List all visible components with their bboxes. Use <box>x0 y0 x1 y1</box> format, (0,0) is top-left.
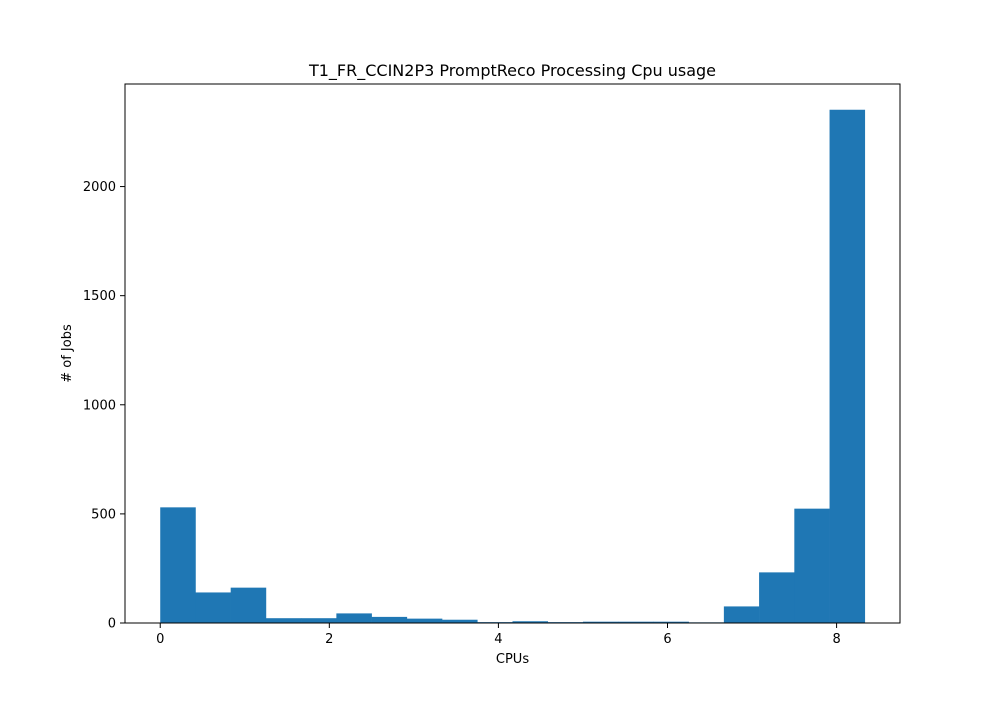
histogram-bar <box>336 613 372 623</box>
histogram-bar <box>723 606 760 623</box>
histogram-bar <box>230 587 267 623</box>
histogram-bar <box>195 592 231 623</box>
histogram-bar <box>406 618 443 623</box>
x-tick-label: 4 <box>494 632 502 647</box>
x-axis-label: CPUs <box>496 652 529 667</box>
histogram-bar <box>618 621 654 623</box>
histogram-bar <box>301 618 337 623</box>
chart-title: T1_FR_CCIN2P3 PromptReco Processing Cpu … <box>308 61 716 81</box>
x-tick-label: 2 <box>325 632 333 647</box>
histogram-bar <box>582 621 619 623</box>
histogram-bar <box>442 619 478 623</box>
histogram-bar <box>371 616 408 623</box>
y-tick-label: 2000 <box>83 180 116 195</box>
plot-frame <box>124 83 901 624</box>
x-tick-label: 0 <box>156 632 164 647</box>
x-axis-ticks: 0 2 4 6 8 <box>156 623 841 647</box>
y-tick-label: 1000 <box>83 398 116 413</box>
histogram-bar <box>829 109 866 623</box>
y-axis-label: # of Jobs <box>60 324 75 383</box>
histogram-bar <box>160 507 196 623</box>
x-tick-label: 6 <box>663 632 671 647</box>
histogram-bar <box>794 508 830 623</box>
histogram-bar <box>759 572 795 623</box>
y-tick-label: 500 <box>91 507 116 522</box>
x-tick-label: 8 <box>832 632 840 647</box>
y-axis-ticks: 0 500 1000 1500 2000 <box>83 180 125 632</box>
y-tick-label: 1500 <box>83 289 116 304</box>
y-tick-label: 0 <box>108 617 116 632</box>
histogram-bar <box>512 621 549 623</box>
histogram-bar <box>653 621 689 623</box>
bars-group <box>160 109 866 623</box>
histogram-bar <box>265 618 302 623</box>
